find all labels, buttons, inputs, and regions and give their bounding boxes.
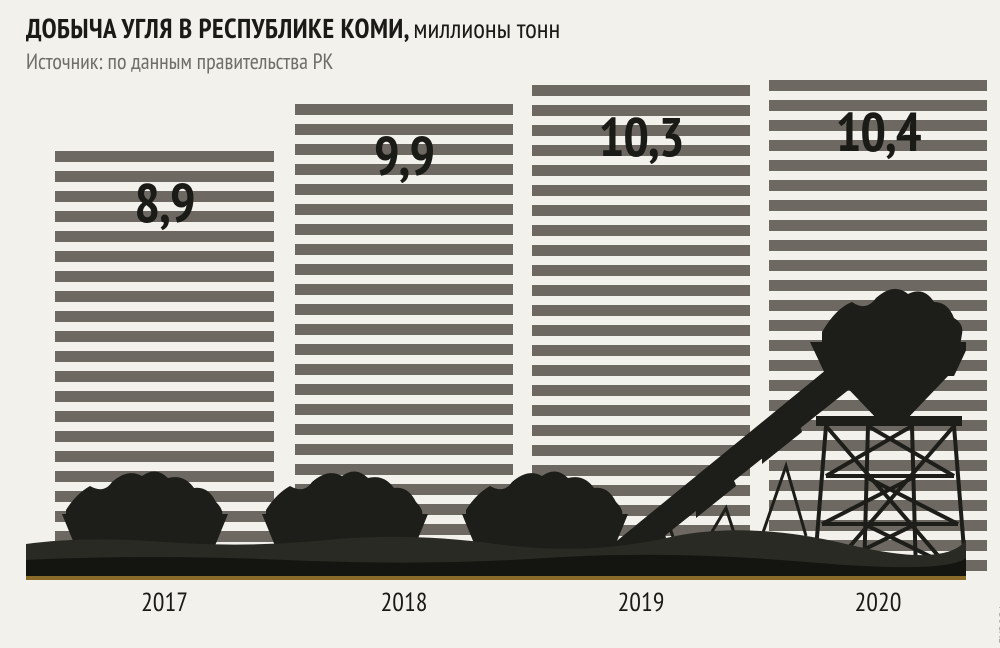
bar-value: 8,9 [55, 167, 274, 237]
bar-2019: 10,3 [532, 85, 750, 576]
x-label: 2019 [532, 586, 750, 619]
bar-2018: 9,9 [295, 104, 513, 576]
bar-value: 9,9 [295, 120, 513, 190]
x-label: 2018 [295, 586, 513, 619]
source-line: Источник: по данным правительства РК [26, 48, 560, 76]
x-label: 2017 [55, 586, 274, 619]
x-label: 2020 [769, 586, 987, 619]
page-title: ДОБЫЧА УГЛЯ В РЕСПУБЛИКЕ КОМИ, миллионы … [26, 12, 560, 46]
ground-edge [26, 576, 966, 580]
title-sub: миллионы тонн [413, 12, 560, 46]
header: ДОБЫЧА УГЛЯ В РЕСПУБЛИКЕ КОМИ, миллионы … [26, 12, 560, 76]
credit-vertical: ИНФОГРАФИКА «РГ» / СВЕТЛАНА ЦЫГАНКОВА / … [996, 604, 1000, 648]
bar-value: 10,4 [769, 96, 987, 166]
bar-value: 10,3 [532, 101, 750, 171]
bar-2020: 10,4 [769, 80, 987, 576]
title-main: ДОБЫЧА УГЛЯ В РЕСПУБЛИКЕ КОМИ, [26, 12, 410, 46]
bar-2017: 8,9 [55, 151, 274, 576]
x-axis-labels: 2017 2018 2019 2020 [26, 586, 966, 626]
bar-chart: 8,9 9,9 10,3 10,4 [26, 80, 966, 576]
infographic-page: ДОБЫЧА УГЛЯ В РЕСПУБЛИКЕ КОМИ, миллионы … [0, 0, 1000, 648]
